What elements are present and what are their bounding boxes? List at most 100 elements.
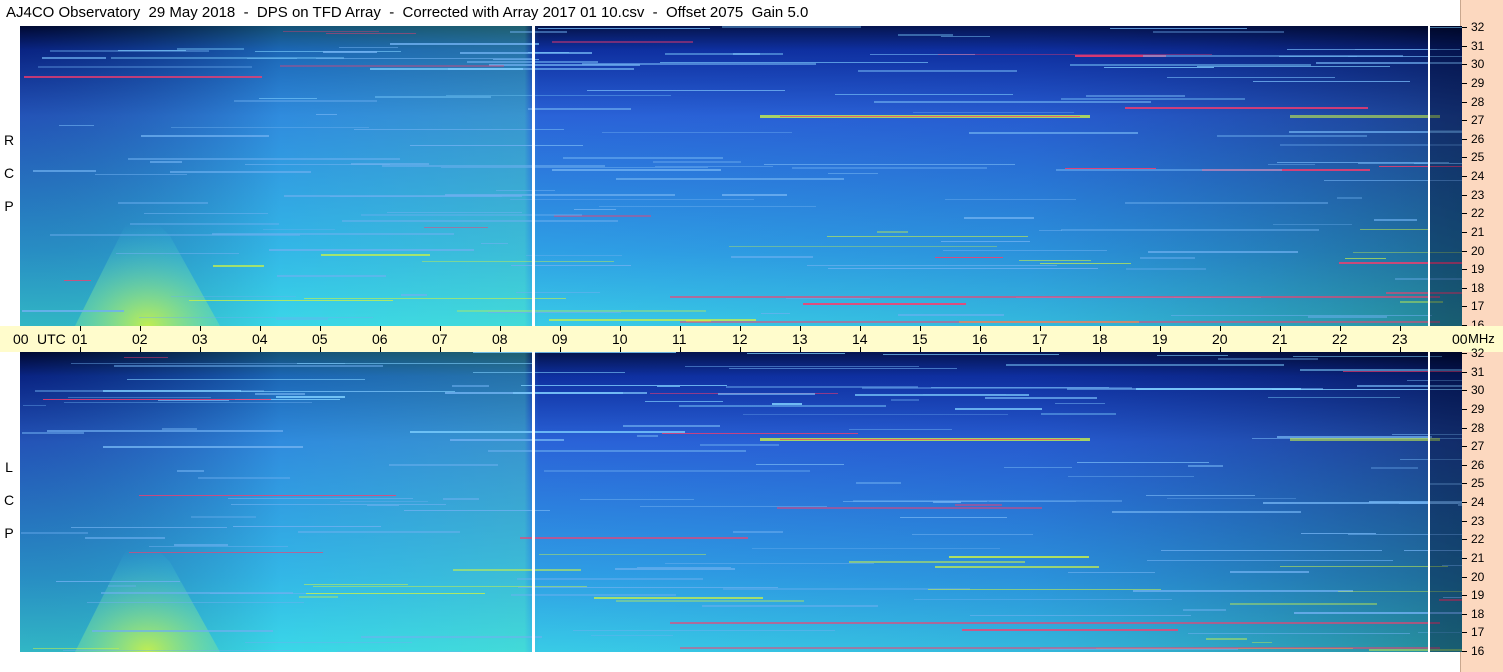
frequency-tick	[1462, 45, 1467, 47]
frequency-tick-label: 31	[1471, 38, 1485, 53]
time-tick	[1340, 326, 1341, 331]
frequency-tick	[1462, 632, 1467, 634]
time-tick	[1040, 347, 1041, 352]
time-tick	[380, 326, 381, 331]
frequency-tick	[1462, 520, 1467, 522]
frequency-tick	[1462, 27, 1467, 28]
frequency-tick	[1462, 613, 1467, 615]
lcp-spectrogram-image	[20, 352, 1462, 652]
time-tick-label: 01	[72, 331, 88, 347]
frequency-tick-label: 19	[1471, 588, 1485, 603]
time-tick-label: 07	[432, 331, 448, 347]
frequency-tick	[1462, 483, 1467, 485]
time-tick-label: 16	[972, 331, 988, 347]
polarization-letter-p-1: P	[4, 198, 14, 214]
frequency-tick-label: 28	[1471, 94, 1485, 109]
time-tick-label: 18	[1092, 331, 1108, 347]
frequency-tick-label: 25	[1471, 476, 1485, 491]
frequency-tick	[1462, 157, 1467, 159]
time-tick	[1160, 326, 1161, 331]
polarization-letter-r-1: R	[3, 132, 15, 148]
frequency-tick-label: 28	[1471, 420, 1485, 435]
frequency-tick	[1462, 557, 1467, 559]
time-tick	[1040, 326, 1041, 331]
frequency-tick	[1462, 82, 1467, 84]
time-tick	[140, 347, 141, 352]
time-tick-label: 14	[852, 331, 868, 347]
time-tick	[500, 347, 501, 352]
frequency-tick-label: 24	[1471, 495, 1485, 509]
time-tick	[80, 347, 81, 352]
time-axis-unit-label: UTC	[37, 331, 66, 347]
frequency-tick-label: 32	[1471, 20, 1485, 34]
time-tick	[500, 326, 501, 331]
time-tick	[200, 326, 201, 331]
frequency-tick-label: 24	[1471, 169, 1485, 183]
frequency-tick	[1462, 269, 1467, 271]
time-tick	[1220, 326, 1221, 331]
frequency-tick-label: 18	[1471, 280, 1485, 295]
time-tick	[560, 347, 561, 352]
time-tick-label: 23	[1392, 331, 1408, 347]
frequency-tick-label: 20	[1471, 243, 1485, 258]
time-tick	[1340, 347, 1341, 352]
rcp-frequency-axis: 32 31 30 29 28 27 26 25 24 23 22 21 20 19 18 17 16	[1462, 21, 1503, 331]
frequency-tick-label: 26	[1471, 131, 1485, 146]
time-tick-label: 22	[1332, 331, 1348, 347]
frequency-tick-label: 17	[1471, 299, 1485, 314]
frequency-tick	[1462, 371, 1467, 373]
frequency-tick-label: 29	[1471, 75, 1485, 90]
time-tick-label: 02	[132, 331, 148, 347]
frequency-tick-label: 18	[1471, 606, 1485, 621]
time-tick	[560, 326, 561, 331]
frequency-tick	[1462, 250, 1467, 252]
rcp-spectrogram	[20, 26, 1462, 326]
polarization-letter-c-2: C	[3, 492, 15, 508]
time-tick	[200, 347, 201, 352]
frequency-tick-label: 31	[1471, 364, 1485, 379]
polarization-letter-l-2: L	[5, 459, 13, 475]
frequency-tick	[1462, 427, 1467, 429]
utc-time-axis: 00 UTC 00 MHz 01 02 03 04 05 06 07 08 09 10 11 12 13…	[0, 326, 1503, 352]
time-tick-label: 10	[612, 331, 628, 347]
frequency-tick	[1462, 101, 1467, 103]
time-axis-end-unit-label: MHz	[1468, 331, 1495, 346]
time-tick-label: 19	[1152, 331, 1168, 347]
frequency-tick	[1462, 651, 1467, 652]
time-tick	[620, 347, 621, 352]
frequency-tick	[1462, 64, 1467, 66]
time-tick	[620, 326, 621, 331]
frequency-tick-label: 30	[1471, 57, 1485, 72]
time-tick	[320, 347, 321, 352]
time-tick-label: 09	[552, 331, 568, 347]
frequency-tick	[1462, 446, 1467, 448]
time-tick-label: 08	[492, 331, 508, 347]
rcp-spectrogram-image	[20, 26, 1462, 326]
time-tick-label: 21	[1272, 331, 1288, 347]
time-tick-label: 04	[252, 331, 268, 347]
frequency-tick	[1462, 287, 1467, 289]
frequency-tick	[1462, 231, 1467, 233]
frequency-tick-label: 20	[1471, 569, 1485, 584]
time-tick-label: 06	[372, 331, 388, 347]
frequency-tick-label: 25	[1471, 150, 1485, 165]
time-tick	[140, 326, 141, 331]
time-tick-label: 03	[192, 331, 208, 347]
time-axis-end-label: 00	[1452, 331, 1468, 347]
frequency-tick-label: 21	[1471, 550, 1485, 565]
time-tick	[1160, 347, 1161, 352]
frequency-tick	[1462, 306, 1467, 308]
time-tick	[680, 347, 681, 352]
time-tick	[1220, 347, 1221, 352]
time-tick	[1280, 347, 1281, 352]
frequency-tick	[1462, 325, 1467, 326]
time-tick	[680, 326, 681, 331]
frequency-tick-label: 30	[1471, 383, 1485, 398]
time-tick	[800, 326, 801, 331]
time-tick-label: 20	[1212, 331, 1228, 347]
frequency-tick	[1462, 595, 1467, 597]
time-tick	[260, 347, 261, 352]
time-tick-label: 13	[792, 331, 808, 347]
frequency-tick-label: 27	[1471, 113, 1485, 128]
time-axis-start-label: 00	[13, 331, 29, 347]
